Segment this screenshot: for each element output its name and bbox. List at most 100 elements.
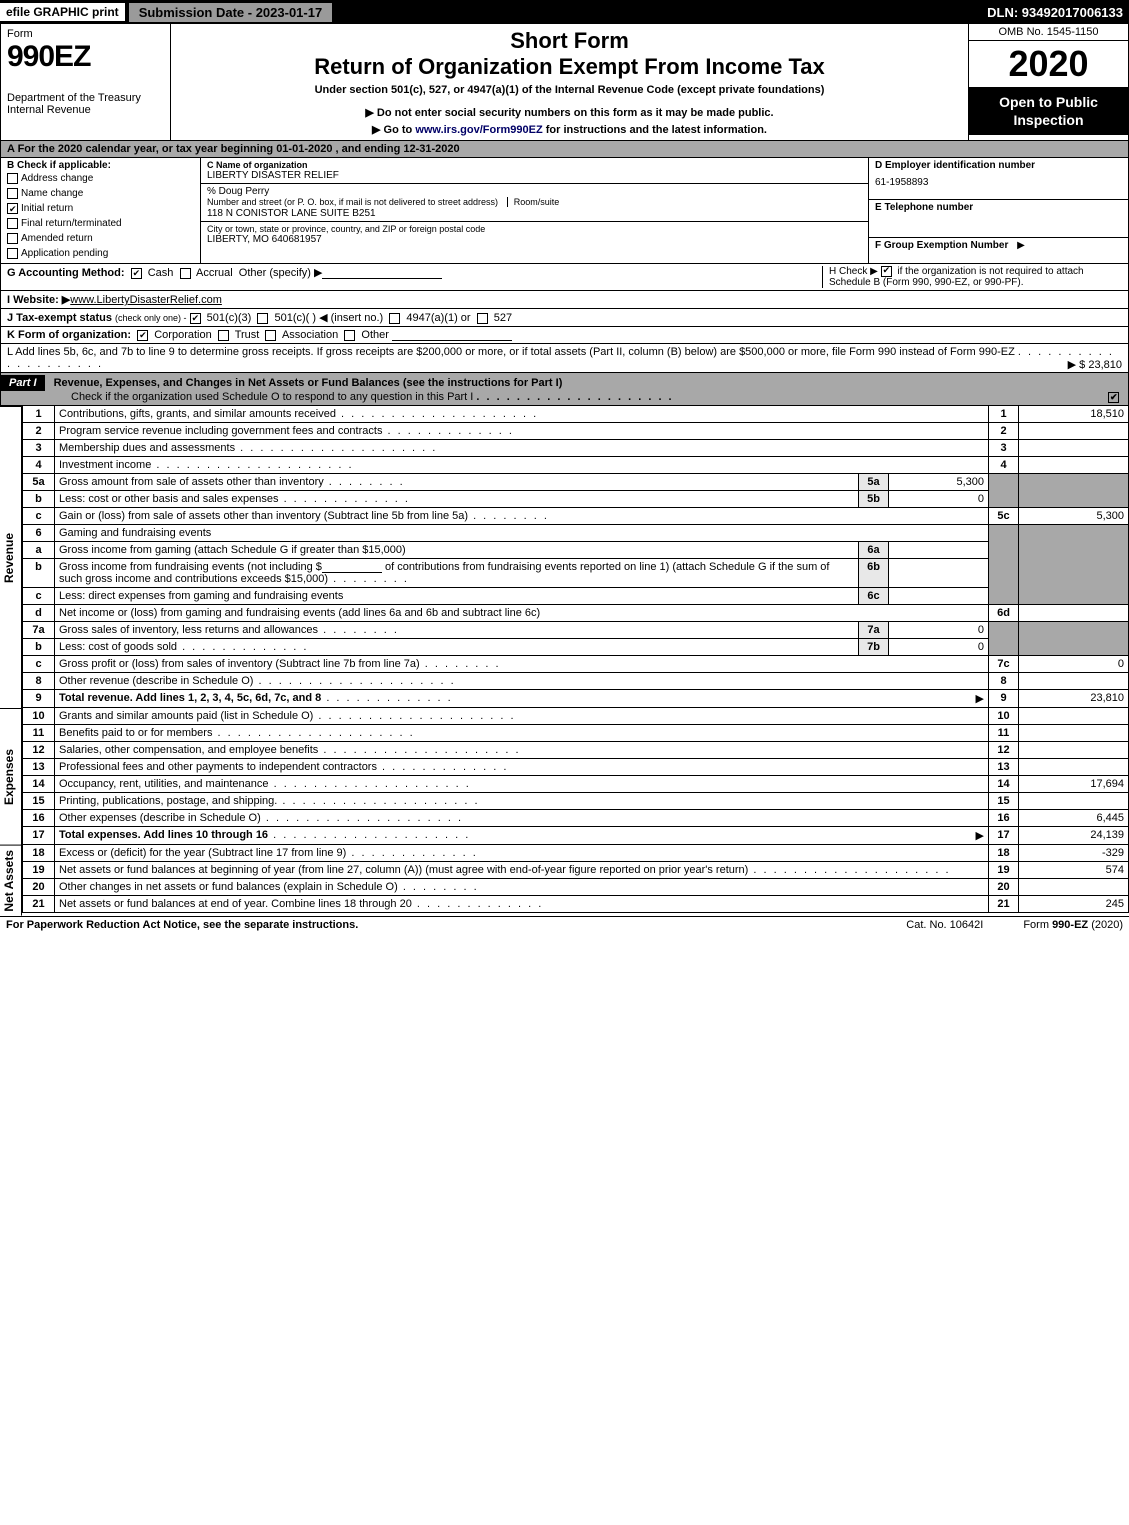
e-label: E Telephone number [875, 202, 1122, 213]
revenue-table: 1Contributions, gifts, grants, and simil… [22, 406, 1129, 708]
chk-final-return[interactable]: Final return/terminated [7, 216, 194, 231]
part1-label: Part I [1, 375, 45, 391]
title-short-form: Short Form [177, 28, 962, 54]
g-label: G Accounting Method: [7, 267, 125, 279]
row-h: H Check ▶ if the organization is not req… [822, 266, 1122, 288]
chk-association[interactable] [265, 330, 276, 341]
c-city-label: City or town, state or province, country… [207, 224, 862, 234]
chk-initial-return[interactable]: Initial return [7, 201, 194, 216]
efile-label: efile GRAPHIC print [0, 3, 125, 21]
chk-other-org[interactable] [344, 330, 355, 341]
line-21: 21Net assets or fund balances at end of … [23, 896, 1129, 913]
chk-schedule-b[interactable] [881, 266, 892, 277]
row-j: J Tax-exempt status (check only one) - 5… [0, 309, 1129, 327]
line-18: 18Excess or (deficit) for the year (Subt… [23, 845, 1129, 862]
chk-schedule-o[interactable] [1108, 392, 1119, 403]
footer: For Paperwork Reduction Act Notice, see … [0, 916, 1129, 933]
line-7c: cGross profit or (loss) from sales of in… [23, 656, 1129, 673]
box-e: E Telephone number [869, 200, 1128, 238]
line-10: 10Grants and similar amounts paid (list … [23, 708, 1129, 725]
other-method-input[interactable] [322, 278, 442, 279]
chk-address-change[interactable]: Address change [7, 171, 194, 186]
line-9: 9Total revenue. Add lines 1, 2, 3, 4, 5c… [23, 690, 1129, 708]
i-value[interactable]: www.LibertyDisasterRelief.com [70, 294, 222, 306]
line-5b: bLess: cost or other basis and sales exp… [23, 491, 1129, 508]
other-org-input[interactable] [392, 340, 512, 341]
line-6c: cLess: direct expenses from gaming and f… [23, 588, 1129, 605]
c-city-value: LIBERTY, MO 640681957 [207, 234, 862, 245]
row-l: L Add lines 5b, 6c, and 7b to line 9 to … [0, 344, 1129, 373]
expenses-table: 10Grants and similar amounts paid (list … [22, 708, 1129, 845]
dln: DLN: 93492017006133 [987, 5, 1129, 20]
box-d: D Employer identification number 61-1958… [869, 158, 1128, 200]
line-14: 14Occupancy, rent, utilities, and mainte… [23, 776, 1129, 793]
part1-title: Revenue, Expenses, and Changes in Net As… [48, 377, 563, 389]
top-bar: efile GRAPHIC print Submission Date - 20… [0, 0, 1129, 24]
c-street-label: Number and street (or P. O. box, if mail… [207, 197, 498, 207]
j-sub: (check only one) - [115, 313, 187, 323]
note2-post: for instructions and the latest informat… [543, 124, 767, 136]
line-16: 16Other expenses (describe in Schedule O… [23, 810, 1129, 827]
line-19: 19Net assets or fund balances at beginni… [23, 862, 1129, 879]
chk-application-pending[interactable]: Application pending [7, 246, 194, 261]
line-11: 11Benefits paid to or for members11 [23, 725, 1129, 742]
chk-accrual[interactable] [180, 268, 191, 279]
line-20: 20Other changes in net assets or fund ba… [23, 879, 1129, 896]
chk-527[interactable] [477, 313, 488, 324]
box-b: B Check if applicable: Address change Na… [1, 158, 201, 263]
i-label: I Website: ▶ [7, 294, 70, 306]
header-right: OMB No. 1545-1150 2020 Open to Public In… [968, 24, 1128, 140]
open-inspection: Open to Public Inspection [969, 87, 1128, 135]
header-mid: Short Form Return of Organization Exempt… [171, 24, 968, 140]
l-amount: ▶ $ 23,810 [1068, 358, 1122, 371]
f-arrow: ▶ [1017, 240, 1025, 251]
box-f: F Group Exemption Number ▶ [869, 238, 1128, 253]
netassets-table: 18Excess or (deficit) for the year (Subt… [22, 845, 1129, 913]
submission-date: Submission Date - 2023-01-17 [129, 3, 333, 22]
line-6d: dNet income or (loss) from gaming and fu… [23, 605, 1129, 622]
chk-501c[interactable] [257, 313, 268, 324]
line-4: 4Investment income4 [23, 457, 1129, 474]
part1-header: Part I Revenue, Expenses, and Changes in… [0, 373, 1129, 406]
row-a: A For the 2020 calendar year, or tax yea… [0, 141, 1129, 158]
info-grid: B Check if applicable: Address change Na… [0, 158, 1129, 264]
row-g: G Accounting Method: Cash Accrual Other … [7, 266, 822, 288]
chk-4947[interactable] [389, 313, 400, 324]
form-number: 990EZ [7, 40, 164, 74]
omb-number: OMB No. 1545-1150 [969, 24, 1128, 41]
form-header: Form 990EZ Department of the Treasury In… [0, 24, 1129, 141]
line-3: 3Membership dues and assessments3 [23, 440, 1129, 457]
footer-left: For Paperwork Reduction Act Notice, see … [6, 919, 358, 931]
f-label: F Group Exemption Number [875, 240, 1008, 251]
line-5c: cGain or (loss) from sale of assets othe… [23, 508, 1129, 525]
h-text1: H Check ▶ [829, 266, 878, 277]
note-ssn: ▶ Do not enter social security numbers o… [177, 106, 962, 119]
line-13: 13Professional fees and other payments t… [23, 759, 1129, 776]
c-name-label: C Name of organization [207, 160, 862, 170]
c-room-label: Room/suite [507, 197, 560, 207]
footer-right: Form 990-EZ (2020) [1023, 919, 1123, 931]
line-7b: bLess: cost of goods sold7b0 [23, 639, 1129, 656]
info-right: D Employer identification number 61-1958… [868, 158, 1128, 263]
department: Department of the Treasury Internal Reve… [7, 92, 164, 116]
chk-corporation[interactable] [137, 330, 148, 341]
header-left: Form 990EZ Department of the Treasury In… [1, 24, 171, 140]
l-text: L Add lines 5b, 6c, and 7b to line 9 to … [7, 346, 1015, 358]
form-label: Form [7, 28, 164, 40]
chk-cash[interactable] [131, 268, 142, 279]
section-revenue-tab: Revenue [0, 406, 22, 708]
box-b-header: B Check if applicable: [7, 160, 194, 171]
chk-trust[interactable] [218, 330, 229, 341]
k-label: K Form of organization: [7, 329, 131, 341]
d-value: 61-1958893 [875, 177, 1122, 188]
chk-name-change[interactable]: Name change [7, 186, 194, 201]
chk-501c3[interactable] [190, 313, 201, 324]
line-12: 12Salaries, other compensation, and empl… [23, 742, 1129, 759]
chk-amended-return[interactable]: Amended return [7, 231, 194, 246]
irs-link[interactable]: www.irs.gov/Form990EZ [415, 124, 542, 136]
part1-sub: Check if the organization used Schedule … [1, 391, 473, 403]
footer-catno: Cat. No. 10642I [906, 919, 983, 931]
box-c: C Name of organization LIBERTY DISASTER … [201, 158, 868, 263]
subtitle: Under section 501(c), 527, or 4947(a)(1)… [177, 84, 962, 96]
row-k: K Form of organization: Corporation Trus… [0, 327, 1129, 344]
